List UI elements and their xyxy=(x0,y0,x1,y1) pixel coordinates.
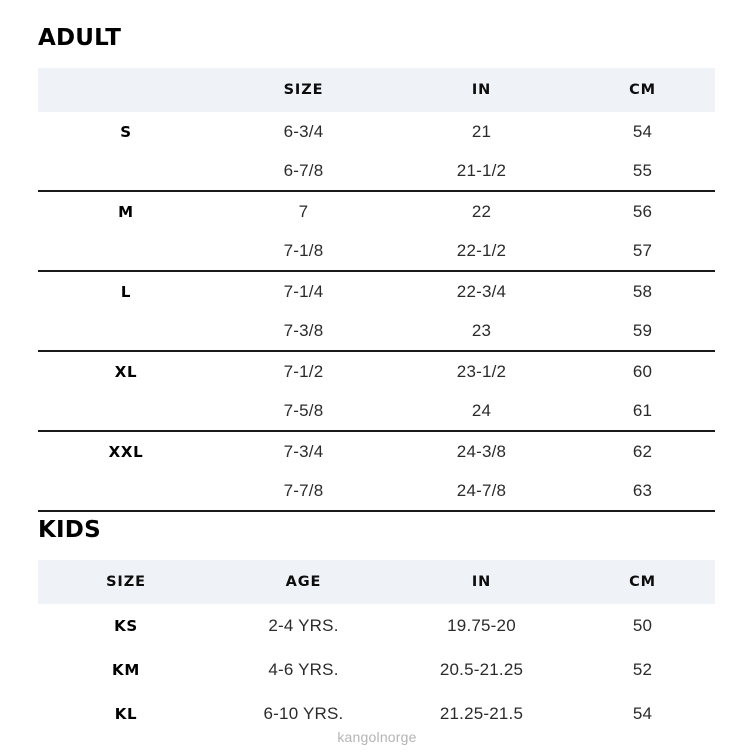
table-row: 7-3/8 23 59 xyxy=(38,311,715,351)
table-row: 7-7/8 24-7/8 63 xyxy=(38,471,715,512)
kids-header-age: AGE xyxy=(214,560,393,604)
adult-cell-cm: 59 xyxy=(632,320,653,340)
adult-header-blank xyxy=(38,68,214,112)
kids-cell-cm: 52 xyxy=(632,660,653,679)
table-row: M 7 22 56 xyxy=(38,190,715,231)
adult-header-size: SIZE xyxy=(214,68,393,112)
table-row: 7-5/8 24 61 xyxy=(38,391,715,431)
adult-size-label xyxy=(38,311,214,351)
adult-cell-cm: 62 xyxy=(570,430,715,471)
adult-size-label: L xyxy=(38,270,214,311)
adult-size-label: XL xyxy=(38,350,214,391)
table-row: L 7-1/4 22-3/4 58 xyxy=(38,270,715,311)
adult-cell-in: 21 xyxy=(471,121,492,141)
kids-section-title: KIDS xyxy=(38,517,101,543)
kids-size-label: KM xyxy=(112,661,140,679)
adult-header-cm: CM xyxy=(570,68,715,112)
table-row: S 6-3/4 21 54 xyxy=(38,112,715,151)
adult-header-row: SIZE IN CM xyxy=(38,68,715,112)
adult-header-in: IN xyxy=(393,68,570,112)
adult-cell-in: 23 xyxy=(471,320,492,340)
adult-size-label: S xyxy=(120,122,132,141)
kids-header-in: IN xyxy=(393,560,570,604)
adult-cell-size: 7-7/8 xyxy=(214,471,393,512)
watermark: kangolnorge xyxy=(337,729,417,745)
kids-size-label: KS xyxy=(114,617,138,635)
adult-cell-cm: 56 xyxy=(570,190,715,231)
adult-cell-in: 24-7/8 xyxy=(393,471,570,512)
adult-cell-cm: 55 xyxy=(632,160,653,180)
adult-size-table: SIZE IN CM S 6-3/4 21 54 6-7/8 21-1/2 55 M 7 22 56… xyxy=(38,68,715,512)
table-row: XXL 7-3/4 24-3/8 62 xyxy=(38,430,715,471)
kids-table-header: SIZE AGE IN CM xyxy=(38,560,715,604)
kids-cell-in: 21.25-21.5 xyxy=(439,704,524,723)
kids-size-table: SIZE AGE IN CM KS 2-4 YRS. 19.75-20 50 KM 4-6… xyxy=(38,560,715,736)
table-row: XL 7-1/2 23-1/2 60 xyxy=(38,350,715,391)
table-row: KS 2-4 YRS. 19.75-20 50 xyxy=(38,604,715,648)
adult-cell-size: 6-7/8 xyxy=(283,160,324,180)
adult-size-label: M xyxy=(38,190,214,231)
adult-cell-size: 7-5/8 xyxy=(283,400,324,420)
kids-header-row: SIZE AGE IN CM xyxy=(38,560,715,604)
adult-cell-cm: 60 xyxy=(570,350,715,391)
adult-size-label: XXL xyxy=(38,430,214,471)
adult-cell-cm: 61 xyxy=(632,400,653,420)
kids-cell-in: 19.75-20 xyxy=(447,616,516,635)
adult-cell-size: 7-1/4 xyxy=(214,270,393,311)
adult-cell-in: 24 xyxy=(471,400,492,420)
adult-cell-in: 22 xyxy=(393,190,570,231)
kids-cell-cm: 50 xyxy=(632,616,653,635)
adult-cell-cm: 57 xyxy=(632,240,653,260)
table-row: 7-1/8 22-1/2 57 xyxy=(38,231,715,271)
kids-cell-cm: 54 xyxy=(632,704,653,723)
adult-cell-size: 7-1/8 xyxy=(283,240,324,260)
adult-section-title: ADULT xyxy=(38,25,122,51)
adult-size-label xyxy=(38,391,214,431)
adult-cell-size: 7-3/4 xyxy=(214,430,393,471)
adult-cell-in: 22-1/2 xyxy=(456,240,507,260)
adult-cell-in: 24-3/8 xyxy=(393,430,570,471)
adult-cell-size: 7-1/2 xyxy=(214,350,393,391)
adult-size-label xyxy=(38,151,214,191)
adult-table-header: SIZE IN CM xyxy=(38,68,715,112)
adult-cell-size: 6-3/4 xyxy=(283,121,324,141)
adult-table-body: S 6-3/4 21 54 6-7/8 21-1/2 55 M 7 22 56 7-1/8 22-1/2… xyxy=(38,112,715,512)
adult-cell-cm: 58 xyxy=(570,270,715,311)
kids-header-size: SIZE xyxy=(38,560,214,604)
adult-cell-in: 22-3/4 xyxy=(393,270,570,311)
adult-cell-in: 21-1/2 xyxy=(456,160,507,180)
adult-cell-size: 7 xyxy=(214,190,393,231)
kids-cell-age: 4-6 YRS. xyxy=(268,660,339,679)
adult-cell-cm: 54 xyxy=(632,121,653,141)
adult-cell-cm: 63 xyxy=(570,471,715,512)
table-row: 6-7/8 21-1/2 55 xyxy=(38,151,715,191)
kids-cell-age: 6-10 YRS. xyxy=(263,704,344,723)
table-row: KM 4-6 YRS. 20.5-21.25 52 xyxy=(38,648,715,692)
adult-cell-in: 23-1/2 xyxy=(393,350,570,391)
adult-size-label xyxy=(38,471,214,512)
kids-cell-age: 2-4 YRS. xyxy=(268,616,339,635)
kids-table-body: KS 2-4 YRS. 19.75-20 50 KM 4-6 YRS. 20.5-21.25… xyxy=(38,604,715,736)
kids-cell-in: 20.5-21.25 xyxy=(439,660,524,679)
adult-cell-size: 7-3/8 xyxy=(283,320,324,340)
kids-size-label: KL xyxy=(114,705,138,723)
kids-header-cm: CM xyxy=(570,560,715,604)
adult-size-label xyxy=(38,231,214,271)
table-row: KL 6-10 YRS. 21.25-21.5 54 xyxy=(38,692,715,736)
